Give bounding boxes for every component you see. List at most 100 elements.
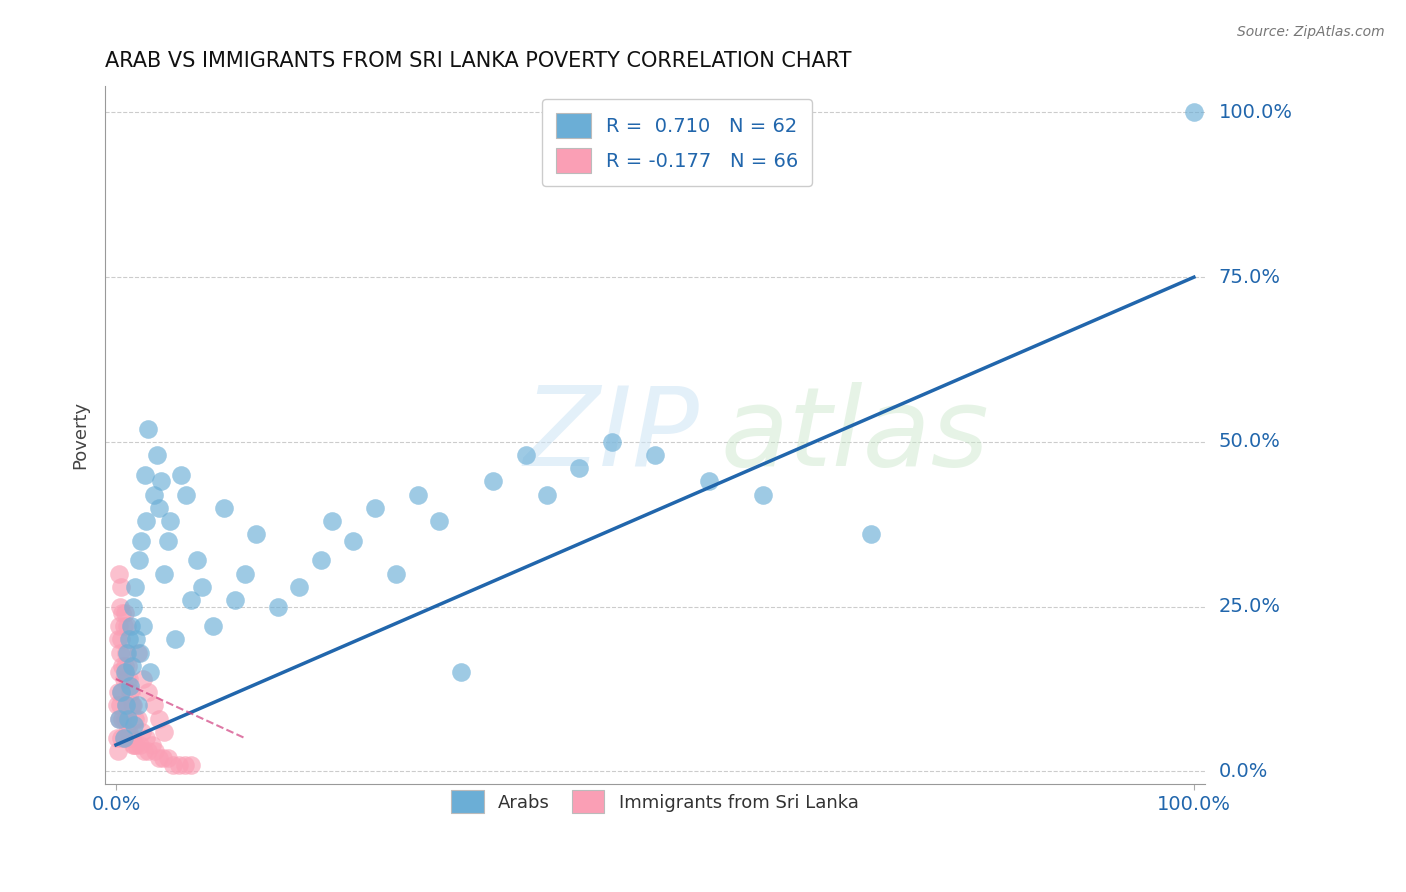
Point — [112, 731, 135, 746]
Point — [321, 514, 343, 528]
Point — [136, 685, 159, 699]
Point — [108, 566, 131, 581]
Point — [131, 724, 153, 739]
Point — [105, 698, 128, 713]
Point — [114, 606, 136, 620]
Point — [112, 619, 135, 633]
Point — [107, 685, 129, 699]
Point — [288, 580, 311, 594]
Point — [132, 619, 155, 633]
Point — [124, 712, 146, 726]
Point — [385, 566, 408, 581]
Text: 75.0%: 75.0% — [1219, 268, 1281, 286]
Point — [120, 619, 142, 633]
Point — [697, 475, 720, 489]
Point — [450, 665, 472, 680]
Point — [568, 461, 591, 475]
Point — [118, 731, 141, 746]
Point — [128, 553, 150, 567]
Point — [115, 672, 138, 686]
Point — [174, 757, 197, 772]
Point — [107, 632, 129, 647]
Point — [128, 646, 150, 660]
Text: ARAB VS IMMIGRANTS FROM SRI LANKA POVERTY CORRELATION CHART: ARAB VS IMMIGRANTS FROM SRI LANKA POVERT… — [105, 51, 852, 70]
Point — [110, 685, 132, 699]
Point — [180, 757, 202, 772]
Point — [156, 533, 179, 548]
Point — [118, 724, 141, 739]
Point — [406, 487, 429, 501]
Point — [751, 487, 773, 501]
Point — [136, 744, 159, 758]
Point — [122, 599, 145, 614]
Point — [124, 580, 146, 594]
Point — [141, 738, 163, 752]
Point — [117, 712, 139, 726]
Point — [108, 712, 131, 726]
Legend: Arabs, Immigrants from Sri Lanka: Arabs, Immigrants from Sri Lanka — [440, 780, 869, 824]
Point — [135, 514, 157, 528]
Point — [148, 712, 170, 726]
Point — [118, 672, 141, 686]
Point — [121, 698, 143, 713]
Text: 50.0%: 50.0% — [1219, 433, 1281, 451]
Point — [114, 646, 136, 660]
Point — [108, 619, 131, 633]
Point — [115, 619, 138, 633]
Point — [124, 718, 146, 732]
Point — [174, 487, 197, 501]
Y-axis label: Poverty: Poverty — [72, 401, 89, 469]
Point — [114, 698, 136, 713]
Point — [114, 698, 136, 713]
Point — [148, 500, 170, 515]
Point — [125, 632, 148, 647]
Point — [309, 553, 332, 567]
Point — [515, 448, 537, 462]
Point — [122, 698, 145, 713]
Point — [127, 698, 149, 713]
Point — [536, 487, 558, 501]
Point — [111, 712, 134, 726]
Point — [110, 580, 132, 594]
Point — [110, 698, 132, 713]
Point — [482, 475, 505, 489]
Point — [110, 731, 132, 746]
Point — [108, 665, 131, 680]
Point — [201, 619, 224, 633]
Point — [233, 566, 256, 581]
Point — [167, 757, 190, 772]
Point — [111, 606, 134, 620]
Point — [153, 566, 176, 581]
Point — [224, 593, 246, 607]
Point — [153, 724, 176, 739]
Point — [121, 658, 143, 673]
Point — [146, 448, 169, 462]
Point — [117, 712, 139, 726]
Text: 25.0%: 25.0% — [1219, 597, 1281, 616]
Point — [148, 751, 170, 765]
Point — [644, 448, 666, 462]
Point — [132, 744, 155, 758]
Point — [114, 665, 136, 680]
Point — [118, 632, 141, 647]
Point — [1182, 105, 1205, 120]
Point — [143, 744, 166, 758]
Point — [132, 672, 155, 686]
Point — [105, 731, 128, 746]
Point — [266, 599, 288, 614]
Point — [107, 744, 129, 758]
Point — [142, 698, 165, 713]
Point — [191, 580, 214, 594]
Point — [156, 751, 179, 765]
Point — [128, 738, 150, 752]
Point — [159, 514, 181, 528]
Point — [127, 646, 149, 660]
Text: Source: ZipAtlas.com: Source: ZipAtlas.com — [1237, 25, 1385, 39]
Point — [111, 658, 134, 673]
Point — [125, 738, 148, 752]
Point — [152, 751, 174, 765]
Point — [186, 553, 208, 567]
Point — [115, 724, 138, 739]
Point — [127, 712, 149, 726]
Point — [124, 738, 146, 752]
